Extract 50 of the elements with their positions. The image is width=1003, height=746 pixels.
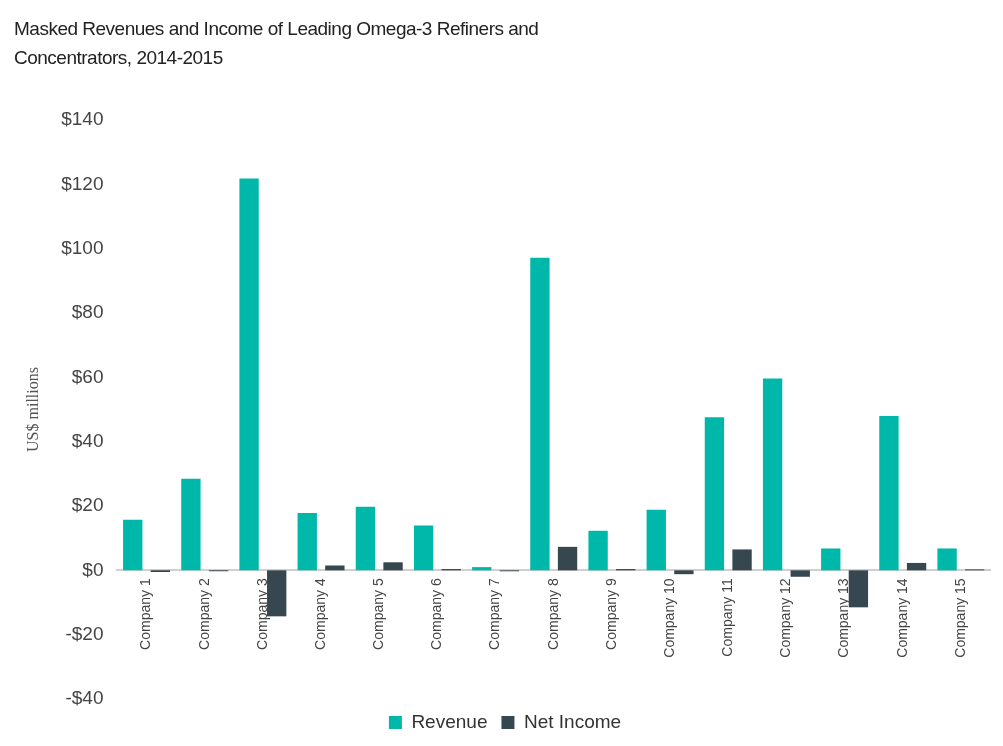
y-tick-label: $60 bbox=[71, 365, 104, 387]
x-tick-label: Company 14 bbox=[893, 578, 910, 658]
bar bbox=[906, 562, 927, 571]
bar bbox=[181, 478, 201, 571]
bar bbox=[937, 548, 957, 571]
x-tick-label: Company 11 bbox=[719, 578, 736, 657]
bar bbox=[762, 378, 783, 571]
y-tick-label: -$40 bbox=[65, 687, 104, 709]
bar bbox=[821, 548, 841, 571]
bar bbox=[732, 549, 752, 571]
y-tick-label: $40 bbox=[71, 429, 104, 451]
x-tick-label: Company 4 bbox=[311, 578, 328, 650]
y-tick-label: $20 bbox=[71, 494, 104, 516]
bar bbox=[646, 509, 666, 571]
y-tick-label: $100 bbox=[61, 236, 104, 258]
bar bbox=[239, 178, 259, 571]
bar bbox=[297, 513, 317, 571]
x-tick-label: Company 13 bbox=[835, 578, 852, 658]
x-tick-label: Company 7 bbox=[486, 578, 503, 650]
x-tick-label: Company 15 bbox=[951, 578, 968, 658]
bar bbox=[472, 567, 492, 571]
y-tick-label: -$20 bbox=[65, 622, 104, 644]
bar bbox=[355, 506, 376, 571]
bar bbox=[530, 257, 550, 571]
y-tick-label: $120 bbox=[61, 172, 104, 194]
x-tick-label: Company 8 bbox=[544, 578, 561, 650]
legend-label: Net Income bbox=[523, 710, 622, 732]
x-tick-label: Company 12 bbox=[777, 578, 794, 658]
y-axis-title: US$ millions bbox=[23, 367, 41, 452]
x-tick-label: Company 3 bbox=[253, 578, 270, 650]
bar bbox=[588, 530, 608, 571]
x-tick-label: Company 6 bbox=[428, 578, 445, 650]
bar bbox=[879, 415, 899, 571]
y-tick-label: $140 bbox=[61, 108, 104, 130]
legend-label: Revenue bbox=[411, 710, 488, 732]
x-tick-label: Company 2 bbox=[195, 578, 212, 650]
chart-title: Masked Revenues and Income of Leading Omega-3 Refiners and Concentrators, 2014-2015 bbox=[14, 17, 540, 70]
bar bbox=[674, 570, 694, 575]
x-tick-label: Company 5 bbox=[370, 578, 387, 650]
x-tick-label: Company 9 bbox=[602, 578, 619, 650]
bar bbox=[383, 562, 403, 571]
bar bbox=[413, 525, 434, 571]
bar bbox=[557, 546, 578, 571]
bar bbox=[704, 417, 725, 571]
bar bbox=[790, 570, 810, 577]
bar bbox=[123, 519, 143, 571]
x-tick-label: Company 10 bbox=[660, 578, 677, 658]
x-tick-label: Company 1 bbox=[137, 578, 154, 650]
y-tick-label: $0 bbox=[82, 558, 104, 580]
y-tick-label: $80 bbox=[71, 301, 104, 323]
